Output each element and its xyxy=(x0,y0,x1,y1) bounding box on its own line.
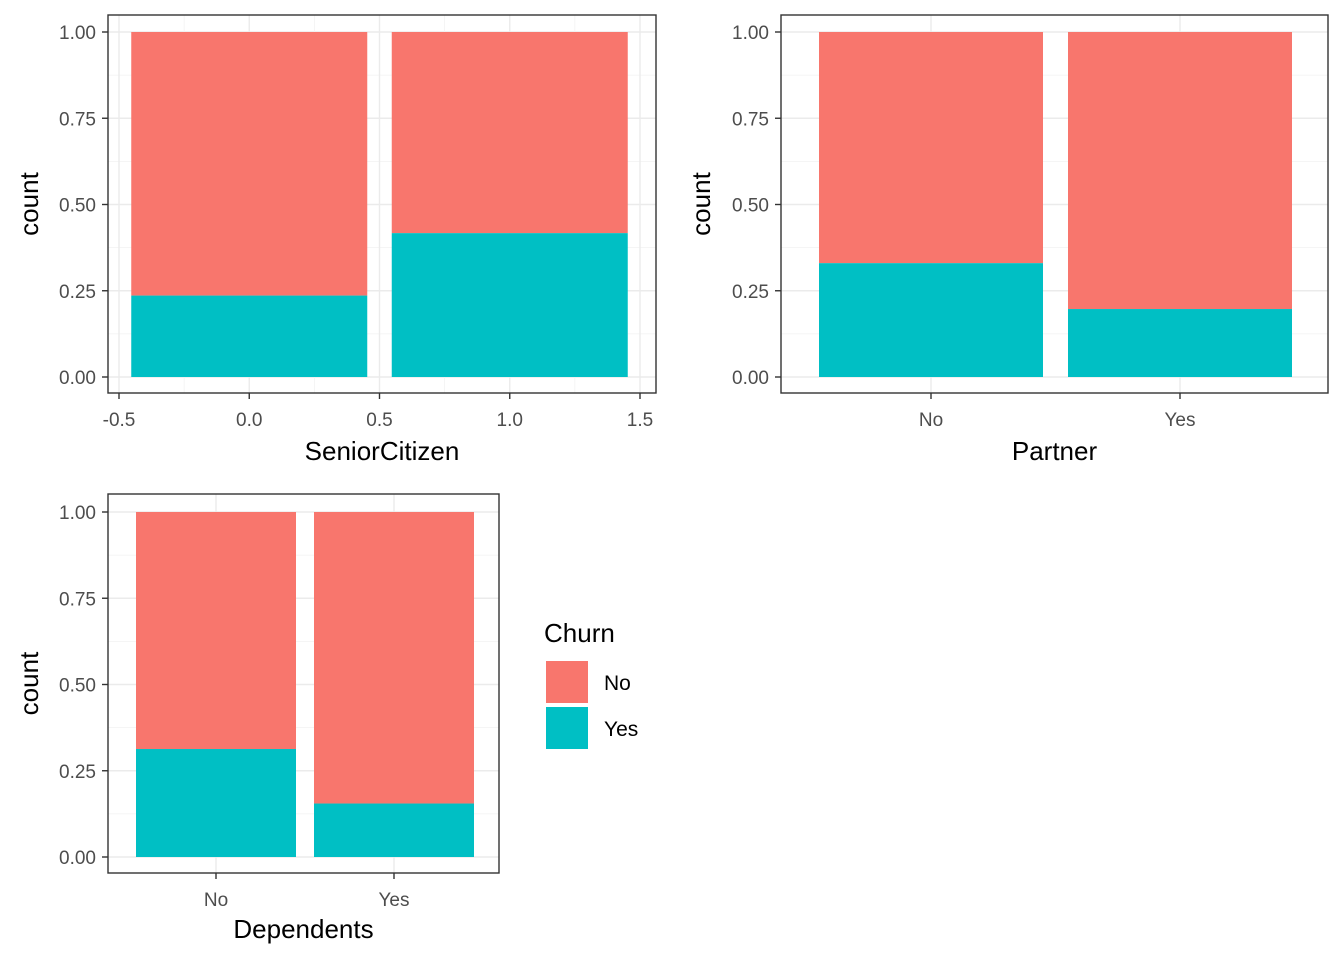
y-axis-title: count xyxy=(686,171,716,235)
y-tick-label: 0.00 xyxy=(732,368,769,389)
legend-title: Churn xyxy=(544,618,615,648)
bar-segment-yes xyxy=(136,749,296,857)
y-tick-label: 0.00 xyxy=(59,848,96,869)
bar-segment-yes xyxy=(391,233,628,377)
legend: Churn No Yes xyxy=(544,618,638,749)
legend-label-yes: Yes xyxy=(604,718,638,741)
x-tick-label: Yes xyxy=(1165,410,1196,431)
y-tick-label: 1.00 xyxy=(59,503,96,524)
panel-partner: No Yes 0.00 0.25 0.50 0.75 1.00 Partner count xyxy=(686,14,1329,466)
y-tick-label: 1.00 xyxy=(732,23,769,44)
x-tick-label: 0.0 xyxy=(236,410,262,431)
y-tick-label: 1.00 xyxy=(59,23,96,44)
y-tick-label: 0.75 xyxy=(59,109,96,130)
bars xyxy=(819,32,1292,377)
y-axis-title: count xyxy=(14,171,44,235)
x-tick-label: Yes xyxy=(379,890,410,911)
bar-segment-yes xyxy=(314,803,474,857)
bars xyxy=(131,32,628,377)
panel-dependents: No Yes 0.00 0.25 0.50 0.75 1.00 Dependents count xyxy=(14,493,500,944)
panel-border xyxy=(107,493,500,874)
legend-swatch-no xyxy=(546,661,588,703)
bar-segment-yes xyxy=(1068,309,1292,377)
bar-segment-no xyxy=(136,512,296,750)
legend-label-no: No xyxy=(604,672,631,695)
bar-segment-no xyxy=(314,512,474,804)
bar-segment-yes xyxy=(131,295,368,377)
legend-swatch-yes xyxy=(546,707,588,749)
x-tick-label: 1.5 xyxy=(627,410,653,431)
x-axis-title: SeniorCitizen xyxy=(305,436,460,466)
panel-senior-citizen: -0.5 0.0 0.5 1.0 1.5 0.00 0.25 0.50 0.75 1.00 Seni… xyxy=(14,14,657,466)
y-tick-label: 0.50 xyxy=(732,196,769,217)
y-tick-label: 0.25 xyxy=(59,762,96,783)
y-tick-label: 0.00 xyxy=(59,368,96,389)
y-axis-title: count xyxy=(14,651,44,715)
y-tick-label: 0.25 xyxy=(59,282,96,303)
bar-segment-no xyxy=(131,32,368,296)
x-tick-label: No xyxy=(204,890,228,911)
y-tick-label: 0.75 xyxy=(59,589,96,610)
x-tick-label: 1.0 xyxy=(497,410,523,431)
bars xyxy=(136,512,474,857)
y-tick-label: 0.25 xyxy=(732,282,769,303)
panel-border xyxy=(107,14,657,394)
x-tick-label: No xyxy=(919,410,943,431)
bar-segment-no xyxy=(819,32,1043,264)
bar-segment-no xyxy=(1068,32,1292,310)
y-tick-label: 0.50 xyxy=(59,196,96,217)
bar-segment-yes xyxy=(819,263,1043,377)
y-tick-label: 0.50 xyxy=(59,676,96,697)
x-axis-title: Partner xyxy=(1012,436,1098,466)
panel-border xyxy=(780,14,1329,394)
x-axis-title: Dependents xyxy=(233,914,373,944)
x-tick-label: -0.5 xyxy=(103,410,136,431)
y-tick-label: 0.75 xyxy=(732,109,769,130)
bar-segment-no xyxy=(391,32,628,234)
x-tick-label: 0.5 xyxy=(366,410,392,431)
